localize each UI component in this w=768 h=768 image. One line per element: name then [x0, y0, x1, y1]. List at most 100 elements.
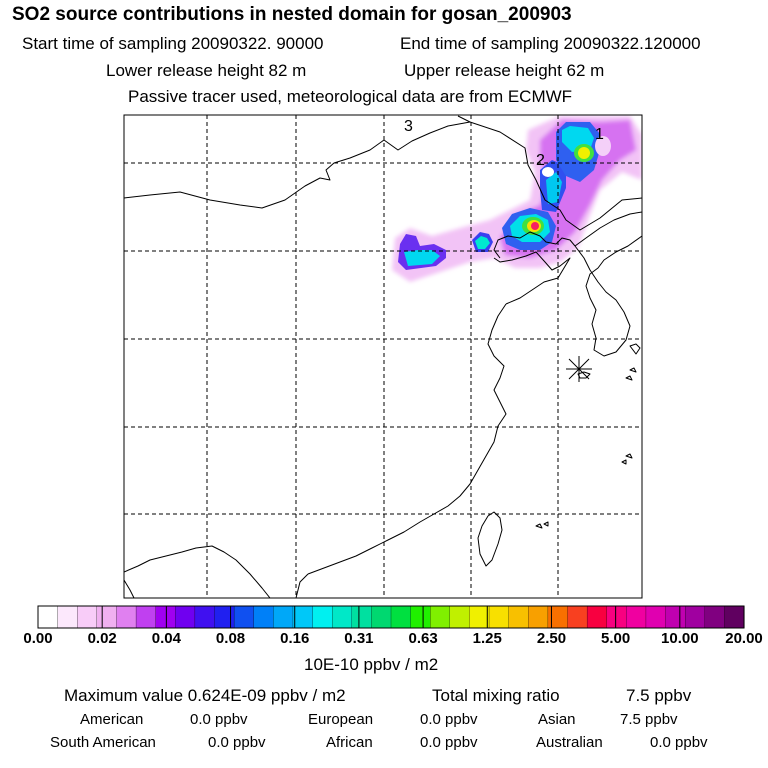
south-coast-tail	[295, 573, 309, 598]
colorbar-cell	[645, 605, 667, 629]
total-mixing-label: Total mixing ratio	[432, 686, 560, 705]
colorbar-cell	[214, 605, 235, 629]
colorbar-cell	[528, 605, 549, 629]
american-value: 0.0 ppbv	[190, 711, 248, 728]
african-value: 0.0 ppbv	[420, 734, 478, 751]
west-border	[124, 545, 271, 598]
colorbar-cell	[665, 605, 686, 629]
small-islands	[535, 521, 549, 529]
colorbar-cell	[586, 605, 608, 629]
colorbar-cell	[135, 605, 157, 629]
total-mixing-value: 7.5 ppbv	[626, 686, 692, 705]
china-east-coast	[307, 303, 507, 575]
maximum-value-label: Maximum value 0.624E-09 ppbv / m2	[64, 686, 346, 705]
plume-main-red	[531, 222, 539, 230]
colorbar-cell	[724, 605, 745, 629]
receptor-star-icon	[566, 356, 592, 382]
colorbar-unit-label: 10E-10 ppbv / m2	[304, 655, 439, 674]
colorbar-cell	[175, 605, 196, 629]
american-label: American	[80, 711, 144, 728]
colorbar-tick-label: 1.25	[472, 630, 502, 647]
colorbar-tick-label: 0.02	[87, 630, 117, 647]
source-label-2: 2	[536, 152, 545, 169]
bohai-coast	[493, 231, 576, 259]
colorbar-cell	[273, 605, 294, 629]
colorbar-tick-label: 0.63	[408, 630, 438, 647]
plume-blob-west-core	[404, 250, 440, 266]
colorbar-tick-label: 20.00	[725, 630, 763, 647]
asian-value: 7.5 ppbv	[620, 711, 678, 728]
lower-release-label: Lower release height 82 m	[106, 61, 307, 80]
south-american-value: 0.0 ppbv	[208, 734, 266, 751]
colorbar-tick-label: 0.08	[215, 630, 246, 647]
australian-value: 0.0 ppbv	[650, 734, 708, 751]
plume-field	[392, 116, 642, 282]
colorbar-tick-label: 2.50	[536, 630, 567, 647]
colorbar-cell	[469, 605, 490, 629]
korea-north-border	[574, 211, 642, 247]
colorbar-cell	[410, 605, 431, 629]
coastlines	[124, 115, 642, 598]
colorbar-cell	[253, 605, 274, 629]
colorbar-cell	[488, 605, 510, 629]
colorbar-cell	[449, 605, 470, 629]
colorbar-cell	[194, 605, 216, 629]
japan-islands	[621, 343, 641, 465]
taiwan	[477, 511, 503, 567]
start-time-label: Start time of sampling 20090322. 90000	[22, 34, 324, 53]
colorbar-cell	[567, 605, 588, 629]
lat-lon-grid	[124, 115, 642, 598]
colorbar-cell	[430, 605, 451, 629]
colorbar-tick-label: 0.04	[151, 630, 181, 647]
colorbar-cell	[37, 605, 59, 629]
european-value: 0.0 ppbv	[420, 711, 478, 728]
korea-coast	[574, 235, 642, 357]
colorbar-cell	[685, 605, 706, 629]
colorbar-tick-label: 5.00	[601, 630, 631, 647]
european-label: European	[308, 711, 374, 728]
colorbar-cell	[312, 605, 333, 629]
source-label-1: 1	[595, 126, 604, 143]
plume-gap	[542, 167, 554, 177]
colorbar-cell	[116, 605, 137, 629]
colorbar-cell	[351, 605, 372, 629]
colorbar-cell	[77, 605, 98, 629]
end-time-label: End time of sampling 20090322.120000	[400, 34, 701, 53]
source-label-3: 3	[404, 118, 413, 135]
south-american-label: South American	[50, 734, 156, 751]
australian-label: Australian	[536, 734, 603, 751]
colorbar-cell	[155, 605, 176, 629]
colorbar-cell	[390, 605, 412, 629]
colorbar-cell	[292, 605, 314, 629]
colorbar-cell	[704, 605, 725, 629]
colorbar-cell	[626, 605, 647, 629]
plume-gap	[595, 136, 611, 156]
map-frame	[123, 114, 643, 599]
colorbar-cell	[371, 605, 392, 629]
colorbar-cell	[547, 605, 569, 629]
colorbar-cell	[96, 605, 117, 629]
upper-release-label: Upper release height 62 m	[404, 61, 605, 80]
colorbar-tick-label: 0.00	[23, 630, 53, 647]
colorbar-cell	[508, 605, 529, 629]
colorbar-cell	[233, 605, 255, 629]
mongolia-border	[124, 115, 471, 209]
colorbar-cell	[57, 605, 78, 629]
tracer-info-label: Passive tracer used, meteorological data…	[128, 87, 573, 106]
african-label: African	[326, 734, 373, 751]
colorbar-cell	[332, 605, 353, 629]
colorbar-tick-label: 10.00	[661, 630, 699, 647]
colorbar-tick-label: 0.31	[344, 630, 374, 647]
plume-blob-center-core	[475, 236, 490, 249]
hainan-border	[124, 579, 135, 598]
asian-label: Asian	[538, 711, 576, 728]
colorbar-cell	[606, 605, 627, 629]
plot-title: SO2 source contributions in nested domai…	[12, 4, 572, 25]
inner-border-north	[469, 121, 642, 231]
plume-north-yellow	[578, 147, 590, 159]
shandong-coast	[493, 251, 571, 305]
colorbar-tick-label: 0.16	[280, 630, 310, 647]
